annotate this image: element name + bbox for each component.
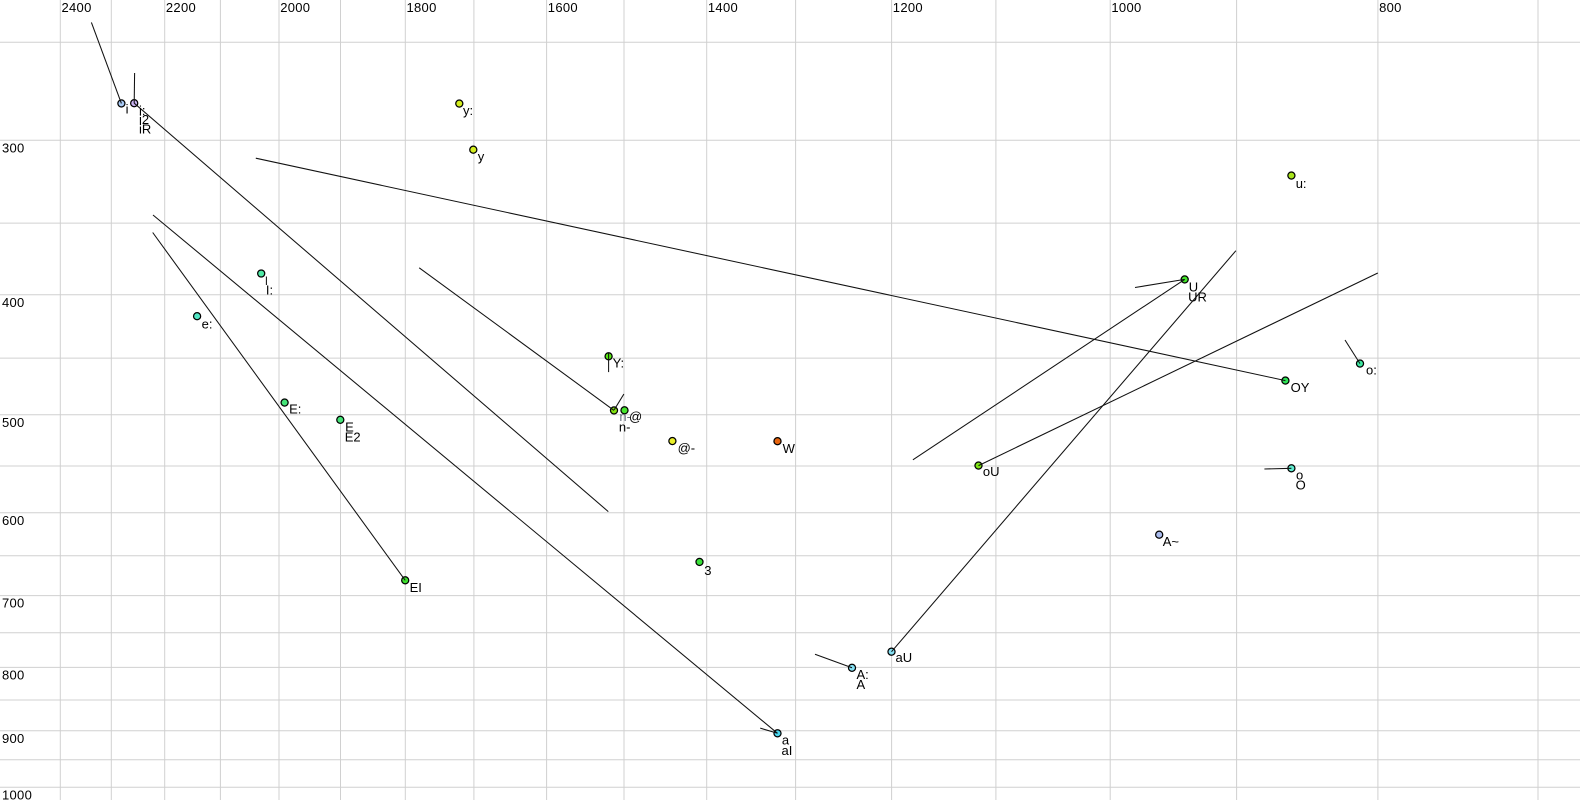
svg-text:600: 600 <box>2 513 25 528</box>
svg-text:2400: 2400 <box>62 0 92 15</box>
svg-text:EI: EI <box>410 580 422 595</box>
svg-text:u:: u: <box>1296 176 1307 191</box>
svg-text:O: O <box>1296 478 1306 493</box>
svg-text:1000: 1000 <box>1111 0 1141 15</box>
svg-text:1800: 1800 <box>407 0 437 15</box>
svg-text:y: y <box>478 149 485 164</box>
svg-text:500: 500 <box>2 415 25 430</box>
svg-text:1400: 1400 <box>708 0 738 15</box>
svg-text:o: o <box>1296 468 1303 483</box>
svg-text:o:: o: <box>1366 362 1377 377</box>
svg-text:U: U <box>1189 279 1198 294</box>
svg-text:900: 900 <box>2 731 25 746</box>
svg-text:OY: OY <box>1291 380 1310 395</box>
svg-text:aI: aI <box>782 743 793 758</box>
svg-text:a: a <box>782 733 790 748</box>
svg-text:Y:: Y: <box>613 356 625 371</box>
svg-text:E: E <box>345 420 354 435</box>
svg-text:W: W <box>783 441 796 456</box>
svg-text:E2: E2 <box>345 429 361 444</box>
svg-text:i2: i2 <box>139 112 149 127</box>
svg-text:i: i <box>126 102 129 117</box>
svg-text:700: 700 <box>2 596 25 611</box>
svg-text:i:: i: <box>139 103 146 118</box>
svg-text:I:: I: <box>266 282 273 297</box>
svg-text:aU: aU <box>896 650 913 665</box>
svg-text:800: 800 <box>1379 0 1402 15</box>
svg-text:1600: 1600 <box>548 0 578 15</box>
svg-text:1200: 1200 <box>893 0 923 15</box>
svg-text:UR: UR <box>1188 289 1207 304</box>
svg-text:@: @ <box>629 409 642 424</box>
svg-text:2000: 2000 <box>280 0 310 15</box>
svg-text:E:: E: <box>289 401 301 416</box>
svg-text:iR: iR <box>139 122 151 137</box>
svg-text:A: A <box>857 677 866 692</box>
svg-text:1000: 1000 <box>2 787 32 800</box>
svg-text:A:: A: <box>857 667 869 682</box>
svg-text:A~: A~ <box>1163 534 1180 549</box>
svg-text:oU: oU <box>983 464 1000 479</box>
svg-text:2200: 2200 <box>166 0 196 15</box>
svg-text:n-: n- <box>619 409 631 424</box>
svg-text:n-: n- <box>619 419 631 434</box>
svg-text:400: 400 <box>2 295 25 310</box>
svg-text:3: 3 <box>704 563 711 578</box>
svg-text:e:: e: <box>202 316 213 331</box>
svg-text:@-: @- <box>678 440 696 455</box>
svg-text:800: 800 <box>2 668 25 683</box>
svg-text:300: 300 <box>2 140 25 155</box>
svg-text:y:: y: <box>463 103 473 118</box>
